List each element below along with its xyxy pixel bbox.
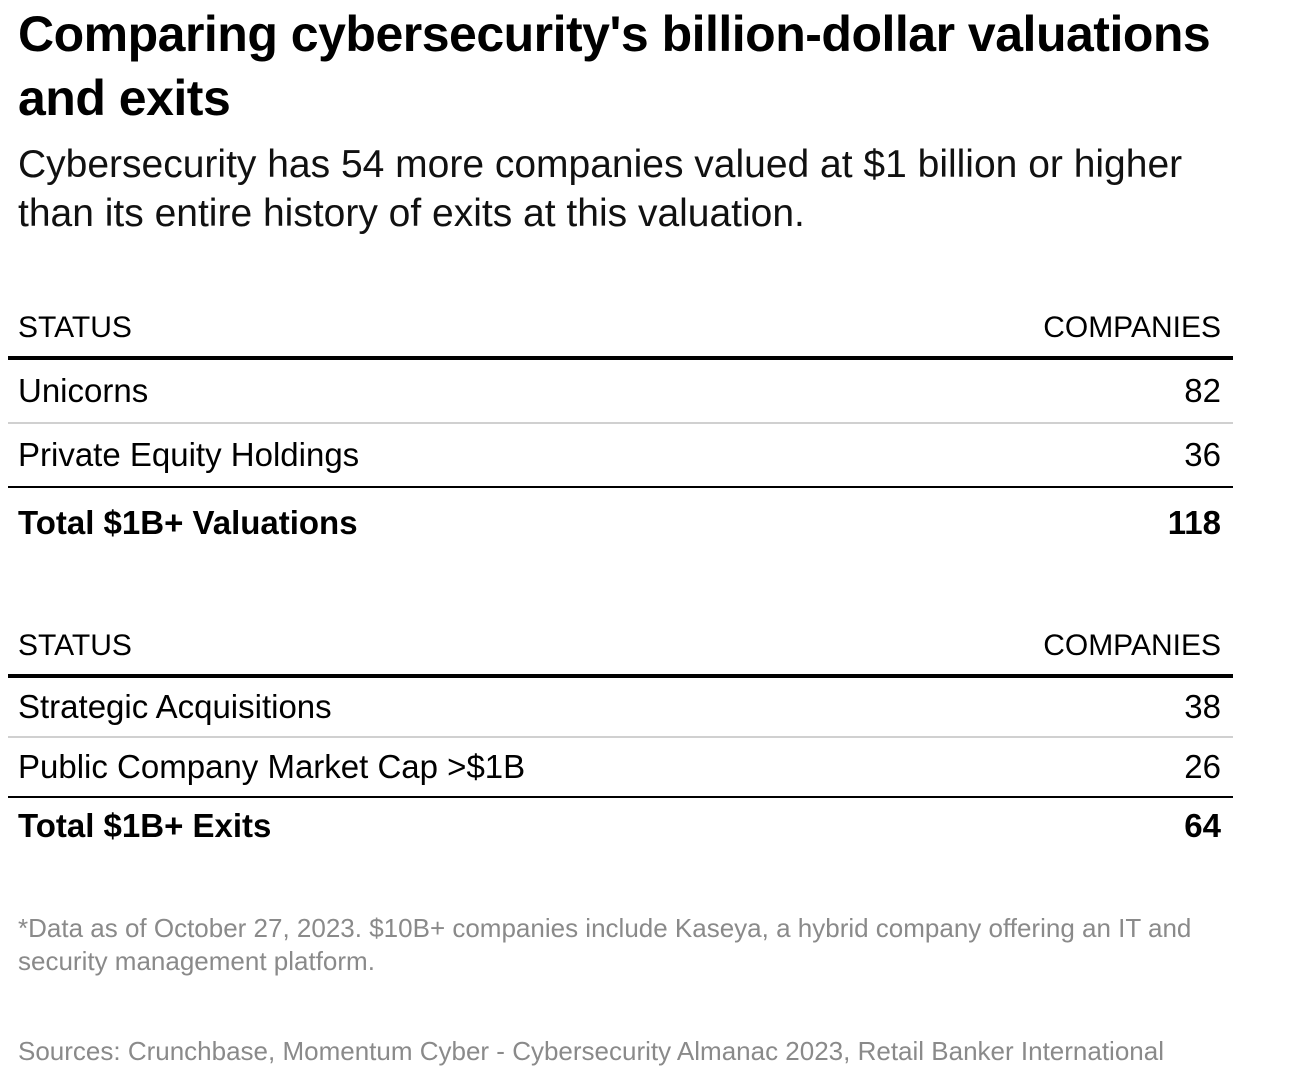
status-column-header: STATUS bbox=[18, 311, 132, 344]
total-row: Total $1B+ Valuations 118 bbox=[8, 488, 1233, 558]
total-value: 118 bbox=[1167, 504, 1221, 541]
companies-cell: 26 bbox=[1184, 748, 1221, 785]
footnote: *Data as of October 27, 2023. $10B+ comp… bbox=[18, 913, 1192, 976]
companies-column-header: COMPANIES bbox=[1043, 629, 1221, 662]
companies-cell: 82 bbox=[1184, 372, 1221, 409]
total-value: 64 bbox=[1184, 807, 1221, 844]
table-row: Private Equity Holdings 36 bbox=[8, 424, 1233, 488]
table-header: STATUS COMPANIES bbox=[8, 300, 1233, 360]
status-cell: Strategic Acquisitions bbox=[18, 688, 332, 725]
total-label: Total $1B+ Exits bbox=[18, 807, 272, 844]
table-row: Public Company Market Cap >$1B 26 bbox=[8, 738, 1233, 798]
status-cell: Private Equity Holdings bbox=[18, 436, 360, 473]
status-cell: Unicorns bbox=[18, 372, 149, 409]
companies-column-header: COMPANIES bbox=[1043, 311, 1221, 344]
companies-cell: 38 bbox=[1184, 688, 1221, 725]
exits-table: STATUS COMPANIES Strategic Acquisitions … bbox=[8, 618, 1233, 854]
chart-subtitle: Cybersecurity has 54 more companies valu… bbox=[18, 143, 1183, 235]
sources-credit: Sources: Crunchbase, Momentum Cyber - Cy… bbox=[18, 1036, 1164, 1066]
status-cell: Public Company Market Cap >$1B bbox=[18, 748, 526, 785]
table-header: STATUS COMPANIES bbox=[8, 618, 1233, 678]
chart-title: Comparing cybersecurity's billion-dollar… bbox=[18, 6, 1211, 126]
table-row: Unicorns 82 bbox=[8, 360, 1233, 424]
total-row: Total $1B+ Exits 64 bbox=[8, 798, 1233, 854]
total-label: Total $1B+ Valuations bbox=[18, 504, 358, 541]
table-row: Strategic Acquisitions 38 bbox=[8, 678, 1233, 738]
status-column-header: STATUS bbox=[18, 629, 132, 662]
companies-cell: 36 bbox=[1184, 436, 1221, 473]
valuations-table: STATUS COMPANIES Unicorns 82 Private Equ… bbox=[8, 300, 1233, 558]
